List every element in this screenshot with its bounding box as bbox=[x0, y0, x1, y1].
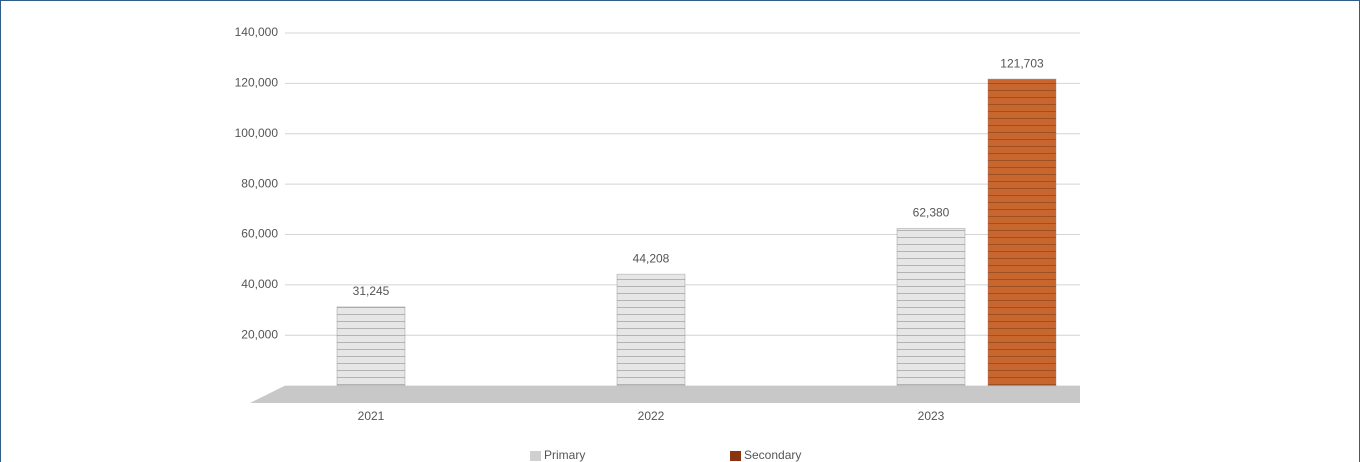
legend-swatch bbox=[730, 451, 741, 461]
floor bbox=[250, 385, 1080, 403]
bar bbox=[616, 273, 686, 387]
y-tick-label: 120,000 bbox=[235, 76, 279, 90]
value-label: 121,703 bbox=[1000, 56, 1044, 70]
legend-label: Secondary bbox=[744, 448, 801, 462]
y-tick-label: 20,000 bbox=[241, 327, 278, 341]
bar bbox=[896, 227, 966, 387]
value-label: 62,380 bbox=[913, 206, 950, 220]
x-tick-label: 2021 bbox=[358, 409, 385, 423]
x-tick-label: 2022 bbox=[638, 409, 665, 423]
y-tick-label: 140,000 bbox=[235, 25, 279, 39]
y-tick-label: 100,000 bbox=[235, 126, 279, 140]
y-tick-label: 80,000 bbox=[241, 176, 278, 190]
value-label: 31,245 bbox=[353, 284, 390, 298]
legend-swatch bbox=[530, 451, 541, 461]
y-tick-label: 40,000 bbox=[241, 277, 278, 291]
x-tick-label: 2023 bbox=[918, 409, 945, 423]
bar bbox=[336, 306, 406, 387]
value-label: 44,208 bbox=[633, 251, 670, 265]
legend-label: Primary bbox=[544, 448, 585, 462]
bar bbox=[987, 78, 1057, 387]
y-tick-label: 60,000 bbox=[241, 227, 278, 241]
